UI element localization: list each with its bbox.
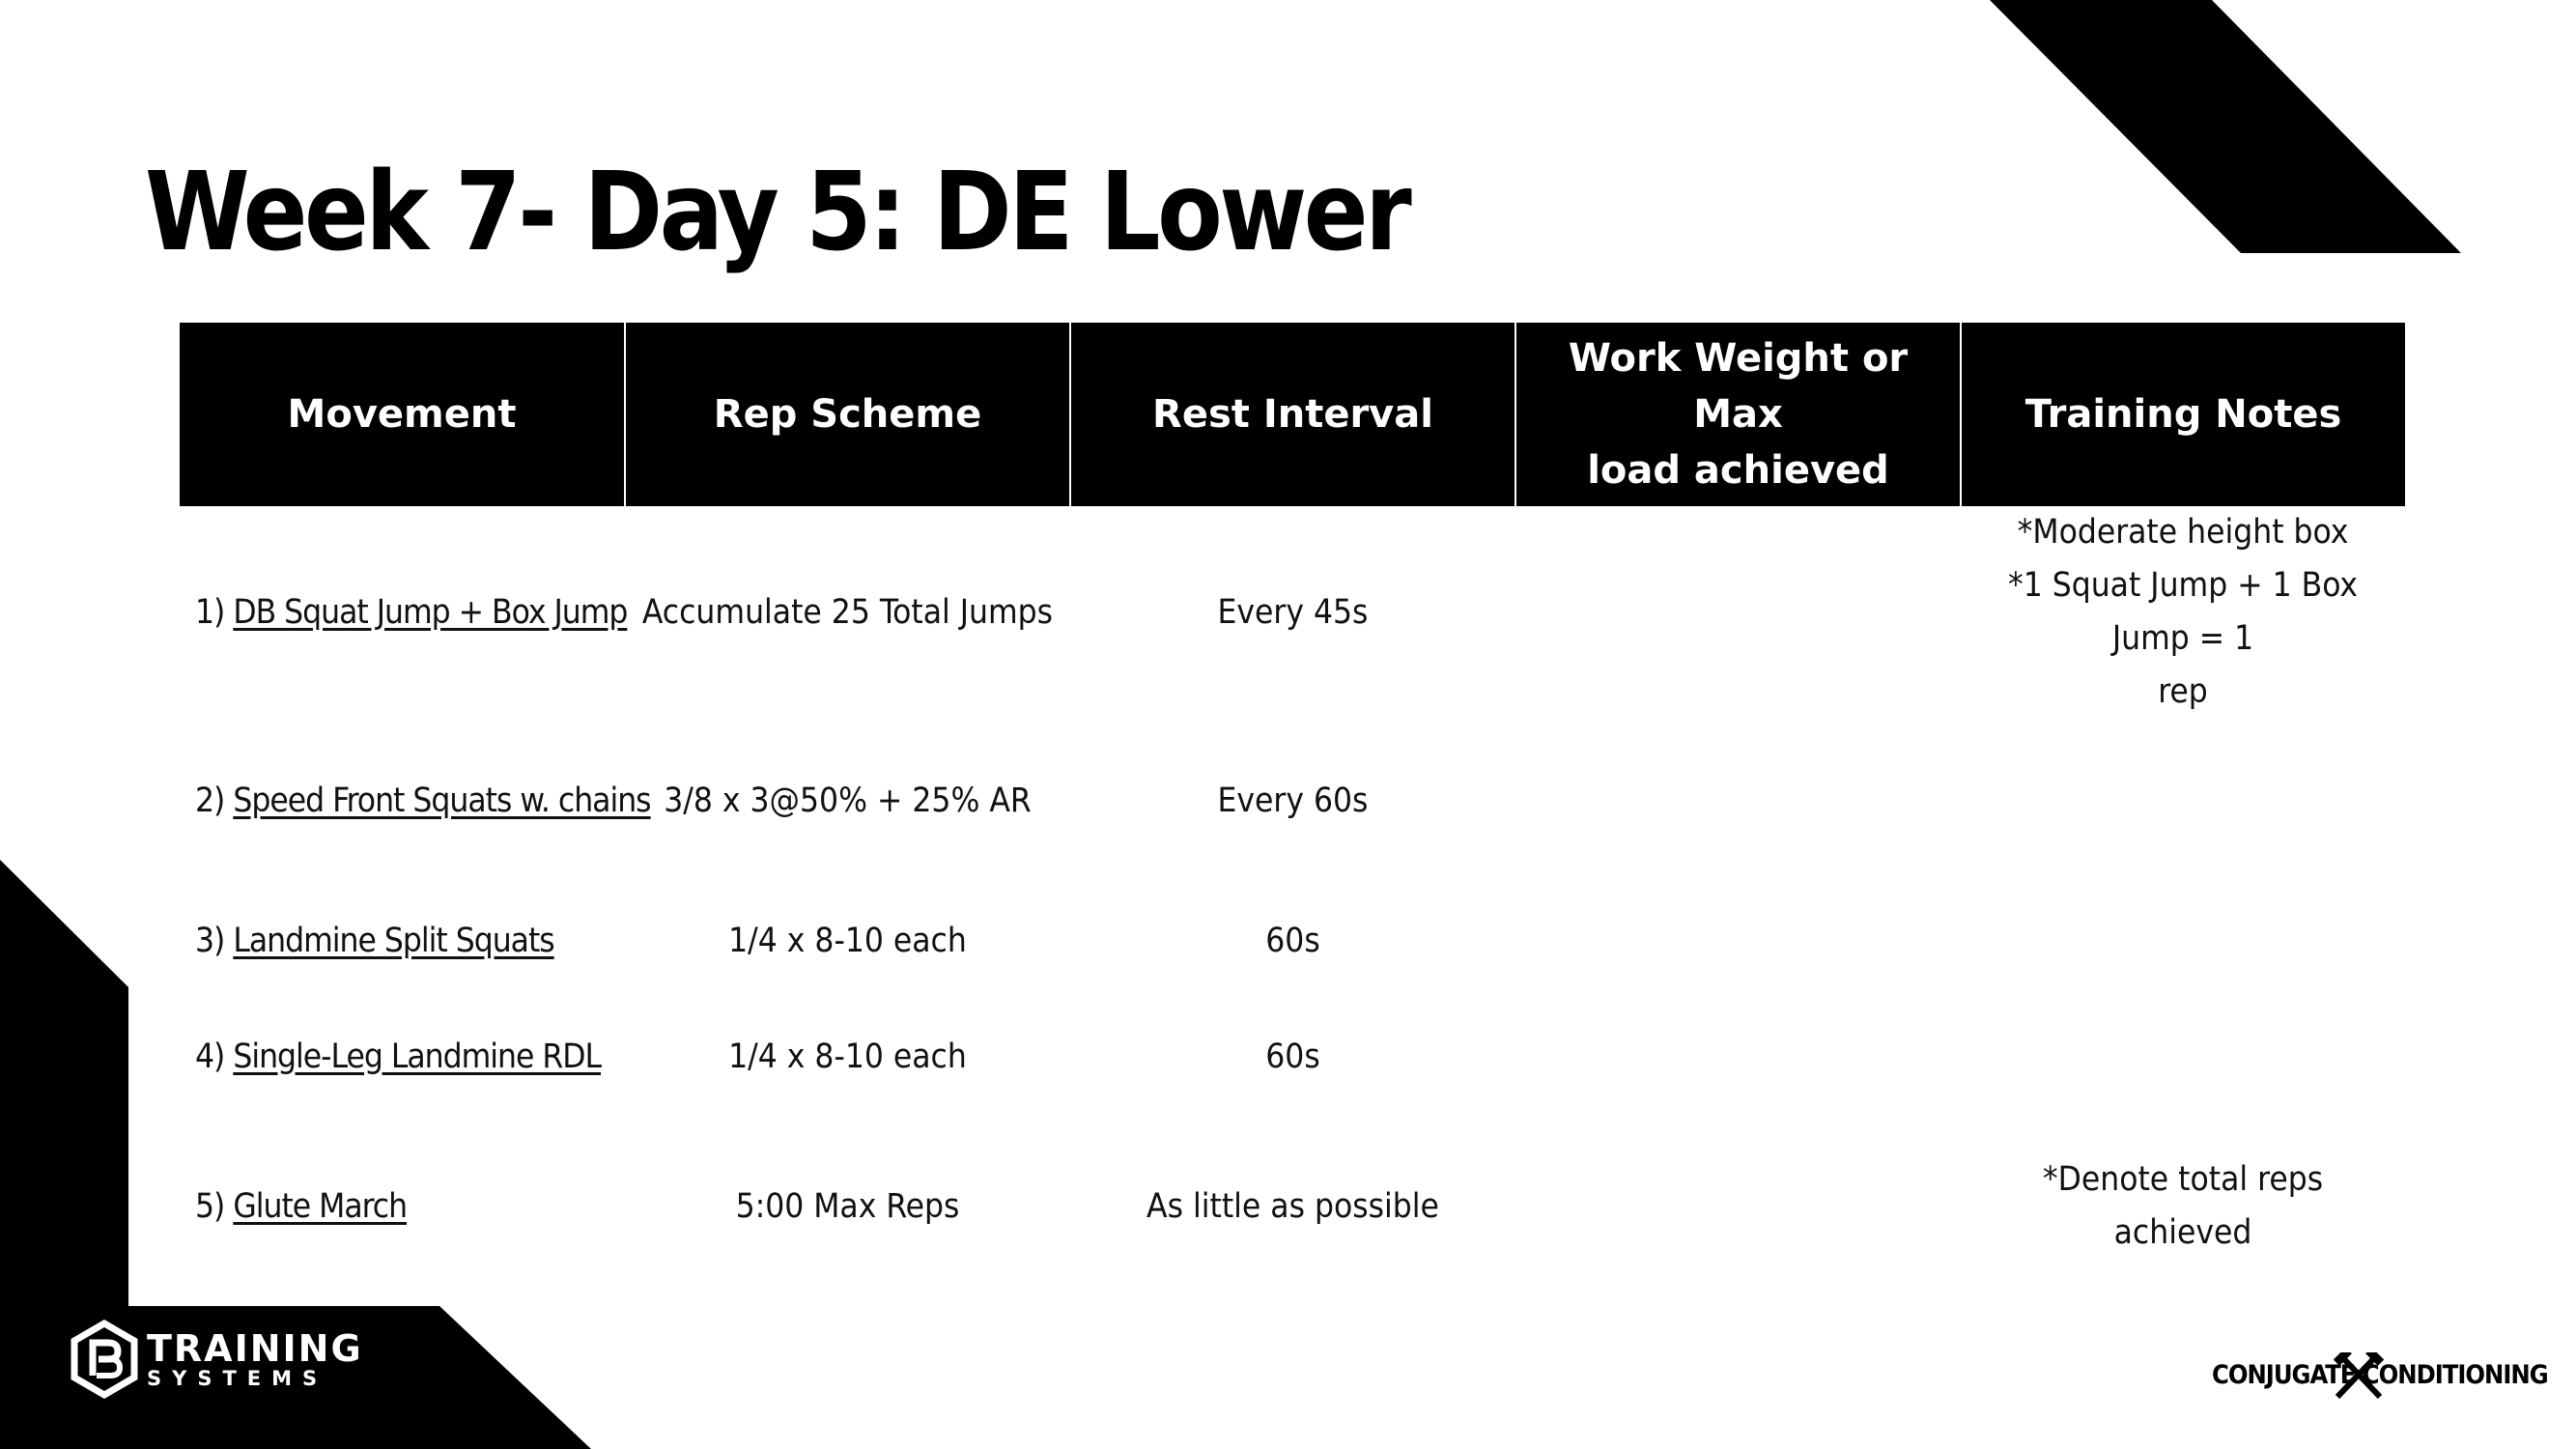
movement-cell: 5) Glute March: [180, 1115, 625, 1298]
note-line: rep: [2158, 672, 2208, 711]
table-header-row: Movement Rep Scheme Rest Interval Work W…: [180, 323, 2405, 506]
pb-hexagon-logo-icon: [71, 1320, 138, 1399]
page-title: Week 7- Day 5: DE Lower: [145, 150, 1412, 275]
rep-scheme-cell: 1/4 x 8-10 each: [728, 1037, 967, 1076]
table-row: 5) Glute March 5:00 Max Reps As little a…: [180, 1115, 2405, 1298]
bottom-left-shape: [0, 860, 591, 1449]
movement-link[interactable]: Speed Front Squats w. chains: [233, 781, 651, 820]
rep-scheme-cell: 1/4 x 8-10 each: [728, 921, 967, 960]
rest-interval-cell: As little as possible: [1146, 1186, 1439, 1226]
header-work-weight-line1: Work Weight or Max: [1568, 336, 1909, 437]
header-work-weight: Work Weight or Max load achieved: [1514, 323, 1961, 506]
movement-cell: 4) Single-Leg Landmine RDL: [180, 999, 625, 1115]
training-notes-cell: [1961, 883, 2405, 999]
movement-link[interactable]: Landmine Split Squats: [233, 921, 554, 960]
rest-interval-cell: 60s: [1265, 921, 1320, 960]
movement-number: 3): [195, 921, 225, 960]
top-right-stripe: [1990, 0, 2461, 253]
note-line: *Moderate height box: [2017, 513, 2349, 552]
rest-interval-cell: Every 45s: [1217, 592, 1369, 632]
header-rep-scheme: Rep Scheme: [624, 323, 1070, 506]
logo-wordmark: TRAINING SYSTEMS: [147, 1330, 363, 1389]
header-training-notes: Training Notes: [1960, 323, 2405, 506]
conjugate-conditioning-logo: CONJUGATE CONDITIONING: [2212, 1352, 2549, 1401]
training-notes-cell: *Moderate height box *1 Squat Jump + 1 B…: [1961, 506, 2405, 719]
rest-interval-cell: 60s: [1265, 1037, 1320, 1076]
table-row: 4) Single-Leg Landmine RDL 1/4 x 8-10 ea…: [180, 999, 2405, 1115]
rep-scheme-cell: 5:00 Max Reps: [735, 1186, 960, 1226]
work-weight-cell[interactable]: [1515, 1115, 1961, 1298]
movement-number: 2): [195, 781, 225, 820]
training-notes-cell: *Denote total reps achieved: [2042, 1160, 2324, 1252]
movement-cell: 3) Landmine Split Squats: [180, 883, 625, 999]
header-work-weight-line2: load achieved: [1587, 448, 1889, 493]
training-notes-cell: [1961, 719, 2405, 883]
rep-scheme-cell: 3/8 x 3@50% + 25% AR: [664, 781, 1032, 820]
movement-number: 1): [195, 592, 225, 632]
header-movement: Movement: [180, 323, 625, 506]
movement-number: 5): [195, 1186, 225, 1226]
rest-interval-cell: Every 60s: [1217, 781, 1369, 820]
table-row: 3) Landmine Split Squats 1/4 x 8-10 each…: [180, 883, 2405, 999]
training-systems-logo: TRAINING SYSTEMS: [70, 1320, 363, 1399]
movement-link[interactable]: Single-Leg Landmine RDL: [233, 1037, 602, 1076]
movement-cell: 2) Speed Front Squats w. chains: [180, 719, 652, 883]
rep-scheme-cell: Accumulate 25 Total Jumps: [641, 592, 1054, 632]
work-weight-cell[interactable]: [1515, 506, 1961, 719]
logo-wordmark: CONJUGATE CONDITIONING: [2212, 1360, 2549, 1390]
workout-table: Movement Rep Scheme Rest Interval Work W…: [180, 323, 2405, 1298]
movement-link[interactable]: Glute March: [233, 1186, 408, 1226]
table-row: 1) DB Squat Jump + Box Jump Accumulate 2…: [180, 506, 2405, 719]
table-row: 2) Speed Front Squats w. chains 3/8 x 3@…: [180, 719, 2405, 883]
movement-link[interactable]: DB Squat Jump + Box Jump: [233, 592, 628, 632]
work-weight-cell[interactable]: [1515, 883, 1961, 999]
work-weight-cell[interactable]: [1515, 719, 1961, 883]
work-weight-cell[interactable]: [1515, 999, 1961, 1115]
movement-cell: 1) DB Squat Jump + Box Jump: [180, 506, 628, 719]
logo-line1: TRAINING: [147, 1326, 363, 1370]
note-line: *1 Squat Jump + 1 Box Jump = 1: [2007, 566, 2359, 658]
movement-number: 4): [195, 1037, 225, 1076]
crossed-hammers-icon: [2333, 1352, 2385, 1400]
header-rest-interval: Rest Interval: [1069, 323, 1515, 506]
training-notes-cell: [1961, 999, 2405, 1115]
logo-line2: SYSTEMS: [147, 1366, 328, 1390]
